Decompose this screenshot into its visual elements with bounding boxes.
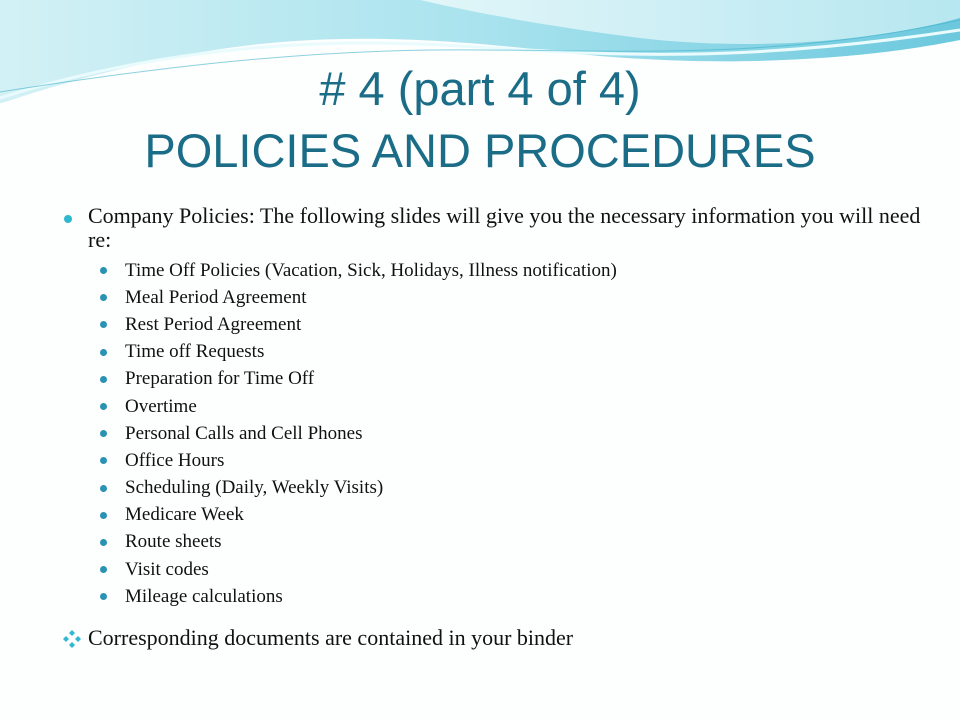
list-item: Personal Calls and Cell Phones [100, 420, 922, 447]
list-item-text: Scheduling (Daily, Weekly Visits) [125, 477, 384, 499]
list-item-text: Mileage calculations [125, 585, 283, 607]
slide-body: Company Policies: The following slides w… [62, 204, 922, 654]
intro-text: Company Policies: The following slides w… [88, 203, 921, 252]
list-item: Medicare Week [100, 502, 922, 529]
small-circle-bullet-icon [100, 457, 107, 465]
wave-header-decoration [0, 0, 960, 105]
list-item: Preparation for Time Off [100, 366, 922, 393]
list-item: Scheduling (Daily, Weekly Visits) [100, 475, 922, 502]
list-item: Meal Period Agreement [100, 284, 922, 311]
list-item: Mileage calculations [100, 583, 922, 610]
list-item-text: Time Off Policies (Vacation, Sick, Holid… [125, 259, 617, 281]
small-circle-bullet-icon [100, 403, 107, 411]
slide-title-line1: # 4 (part 4 of 4) [319, 62, 641, 115]
small-circle-bullet-icon [100, 348, 107, 356]
list-item: Route sheets [100, 529, 922, 556]
footer-point: Corresponding documents are contained in… [62, 626, 922, 654]
list-item-text: Medicare Week [125, 504, 244, 526]
list-item: Time off Requests [100, 339, 922, 366]
slide-title-line2: POLICIES AND PROCEDURES [144, 124, 816, 177]
list-item-text: Visit codes [125, 558, 209, 580]
list-item-text: Office Hours [125, 449, 225, 471]
policy-list: Time Off Policies (Vacation, Sick, Holid… [100, 257, 922, 610]
small-circle-bullet-icon [100, 267, 107, 275]
list-item-text: Personal Calls and Cell Phones [125, 422, 363, 444]
list-item-text: Meal Period Agreement [125, 286, 307, 308]
list-item: Overtime [100, 393, 922, 420]
list-item: Time Off Policies (Vacation, Sick, Holid… [100, 257, 922, 284]
small-circle-bullet-icon [100, 566, 107, 574]
footer-text: Corresponding documents are contained in… [88, 625, 574, 651]
small-circle-bullet-icon [100, 538, 107, 546]
list-item-text: Time off Requests [125, 341, 265, 363]
small-circle-bullet-icon [100, 430, 107, 438]
small-circle-bullet-icon [100, 511, 107, 519]
list-item-text: Preparation for Time Off [125, 368, 315, 390]
circle-bullet-icon [62, 204, 88, 228]
small-circle-bullet-icon [100, 375, 107, 383]
list-item: Office Hours [100, 447, 922, 474]
small-circle-bullet-icon [100, 321, 107, 329]
list-item: Visit codes [100, 556, 922, 583]
small-circle-bullet-icon [100, 294, 107, 302]
small-circle-bullet-icon [100, 593, 107, 601]
list-item-text: Overtime [125, 395, 197, 417]
slide-title: # 4 (part 4 of 4) POLICIES AND PROCEDURE… [0, 58, 960, 182]
list-item-text: Rest Period Agreement [125, 313, 302, 335]
list-item-text: Route sheets [125, 531, 222, 553]
intro-point: Company Policies: The following slides w… [62, 204, 922, 252]
list-item: Rest Period Agreement [100, 311, 922, 338]
small-circle-bullet-icon [100, 484, 107, 492]
four-diamond-bullet-icon [62, 626, 88, 654]
